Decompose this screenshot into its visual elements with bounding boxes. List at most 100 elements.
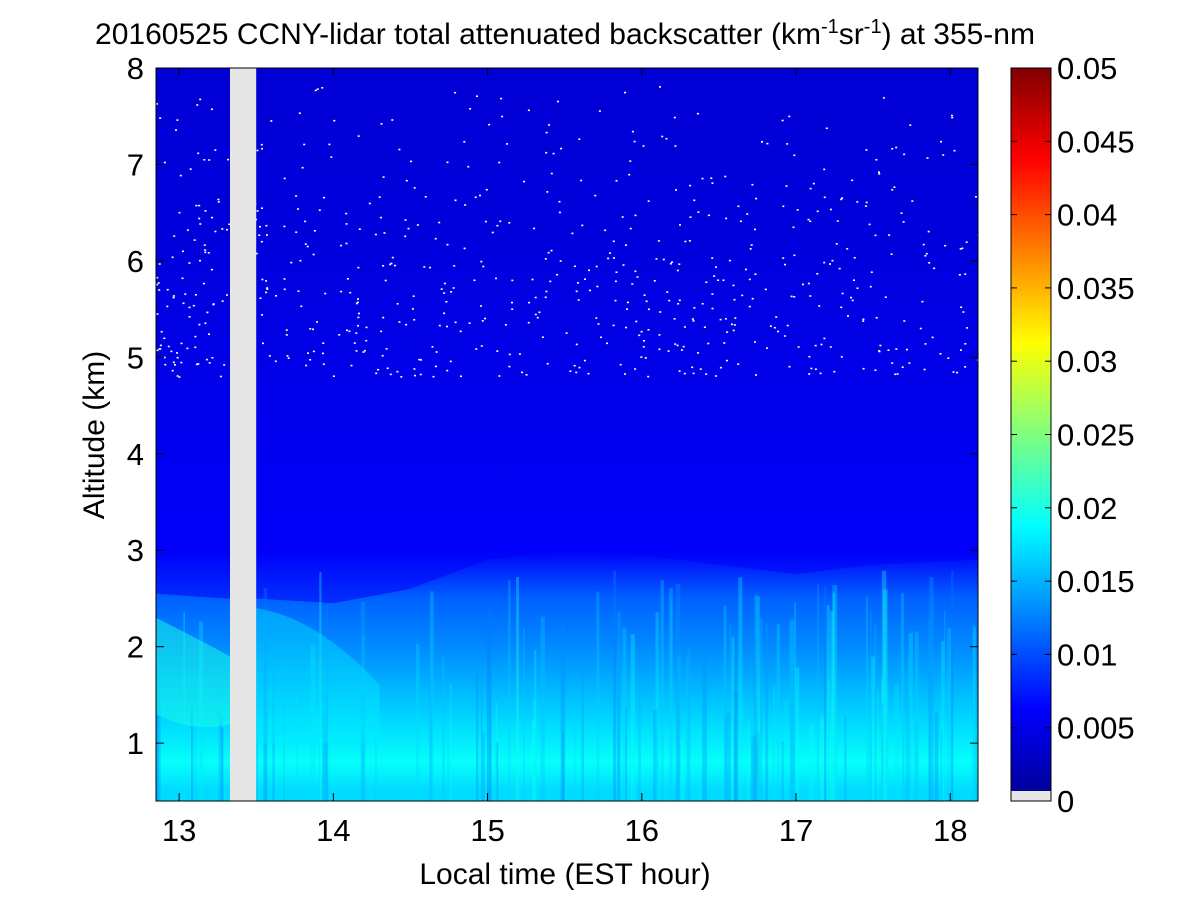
noise-speckle [715,266,717,268]
noise-speckle [658,348,661,351]
noise-speckle [357,316,360,319]
noise-speckle [398,148,401,151]
backscatter-streak [523,628,525,801]
noise-speckle [349,291,352,294]
backscatter-streak [795,667,800,801]
noise-speckle [454,321,457,324]
noise-speckle [701,177,704,180]
noise-speckle [394,264,396,267]
colorbar-tick-label: 0.03 [1057,344,1117,379]
noise-speckle [673,116,676,119]
noise-speckle [940,140,942,143]
noise-speckle [894,373,897,376]
noise-speckle [587,372,590,375]
noise-speckle [193,239,196,241]
noise-speckle [950,114,953,117]
noise-speckle [853,279,855,281]
noise-speckle [870,271,873,273]
noise-speckle [382,265,385,267]
noise-speckle [180,342,183,345]
x-tick-label: 16 [625,813,659,848]
backscatter-streak [867,707,872,801]
backscatter-streak [653,709,659,801]
noise-speckle [878,171,880,173]
noise-speckle [816,210,819,213]
noise-speckle [491,231,494,234]
noise-speckle [707,214,710,217]
noise-speckle [303,143,306,146]
backscatter-streak [905,678,911,801]
noise-speckle [840,198,843,201]
noise-speckle [678,370,681,372]
noise-speckle [357,135,360,137]
backscatter-streak [809,723,814,801]
backscatter-streak [617,611,621,801]
noise-speckle [420,359,422,361]
noise-speckle [835,243,838,245]
noise-speckle [732,329,735,332]
noise-speckle [330,156,333,158]
noise-speckle [171,256,174,259]
noise-speckle [746,213,749,215]
noise-speckle [159,344,162,347]
noise-speckle [645,300,648,303]
noise-speckle [634,214,637,217]
noise-speckle [413,319,416,321]
noise-speckle [446,161,449,164]
noise-speckle [609,252,612,254]
noise-speckle [208,333,210,335]
backscatter-streak [914,721,919,801]
noise-speckle [312,350,315,353]
backscatter-streak [668,588,673,801]
noise-speckle [217,198,220,201]
backscatter-streak [677,655,681,801]
noise-speckle [322,342,325,344]
backscatter-streak [157,674,159,801]
noise-speckle [476,95,478,97]
noise-speckle [283,288,286,291]
noise-speckle [619,363,622,366]
noise-speckle [807,218,810,221]
noise-speckle [450,291,453,293]
noise-speckle [658,334,661,336]
noise-speckle [819,372,822,375]
noise-speckle [172,295,175,297]
noise-speckle [340,244,343,247]
backscatter-streak [733,639,738,801]
noise-speckle [769,325,772,327]
noise-speckle [511,279,514,282]
noise-speckle [378,196,381,198]
noise-speckle [541,336,544,338]
heatmap-layer [156,68,978,801]
noise-speckle [653,280,656,282]
backscatter-streak [193,704,197,801]
noise-speckle [407,227,410,230]
noise-speckle [944,244,947,247]
noise-speckle [160,330,163,333]
noise-speckle [642,145,645,147]
noise-speckle [474,196,477,199]
noise-speckle [432,375,435,378]
x-axis: 13 14 15 16 17 18 [162,68,967,848]
noise-speckle [496,224,499,227]
backscatter-streak [790,659,795,801]
noise-speckle [404,235,407,238]
noise-speckle [295,231,298,233]
noise-speckle [965,241,968,243]
noise-speckle [888,234,891,236]
noise-speckle [942,154,945,156]
noise-speckle [812,182,815,185]
noise-speckle [356,301,359,304]
backscatter-streak [495,742,499,801]
noise-speckle [705,281,708,283]
noise-speckle [340,290,343,293]
noise-speckle [309,359,312,361]
noise-speckle [205,358,208,361]
noise-speckle [467,165,470,168]
noise-speckle [518,353,521,355]
y-tick-label: 8 [127,51,144,86]
noise-speckle [733,324,736,326]
y-tick-label: 5 [127,340,144,375]
noise-speckle [194,346,197,349]
noise-speckle [683,372,686,375]
